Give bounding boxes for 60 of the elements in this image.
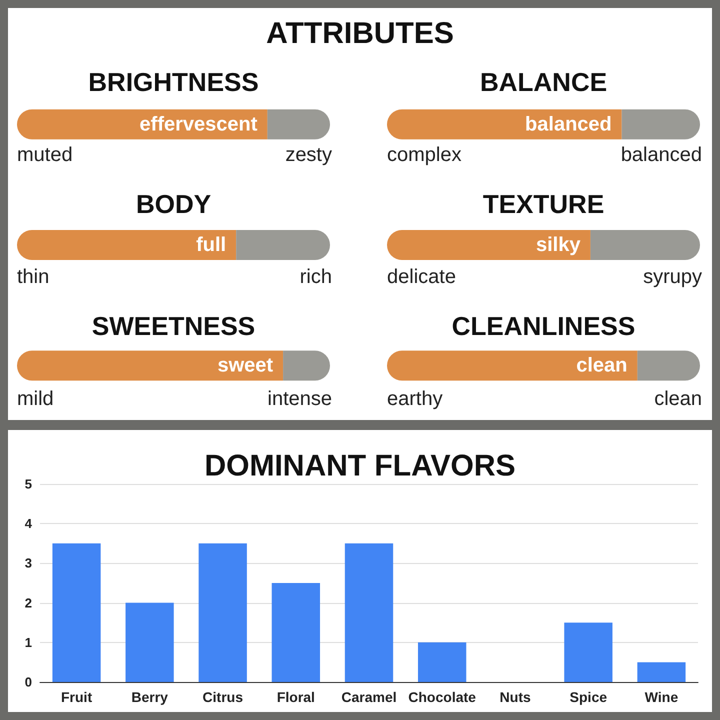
bar: [283, 350, 330, 381]
bar: [267, 109, 330, 140]
x-tick-label: Chocolate: [408, 689, 476, 705]
bar: [17, 230, 236, 260]
bar: [17, 350, 284, 381]
y-tick-label: 2: [24, 595, 32, 610]
annotation: silky: [536, 234, 582, 256]
x-tick-label: Nuts: [500, 689, 531, 705]
bar: [637, 350, 700, 381]
bar: [564, 622, 612, 682]
annotation: clean: [576, 354, 628, 377]
annotation: balanced: [525, 113, 612, 136]
bar: [622, 109, 700, 140]
annotation: thin: [17, 266, 50, 288]
bar: [637, 662, 686, 682]
y-tick-label: 5: [24, 476, 32, 492]
annotation: complex: [387, 144, 462, 166]
y-tick-label: 1: [24, 634, 32, 650]
x-tick-label: Fruit: [61, 689, 92, 705]
y-tick-label: 3: [24, 556, 32, 571]
bar: [418, 642, 466, 682]
y-tick-label: 4: [24, 516, 33, 532]
x-tick-label: Citrus: [202, 689, 244, 705]
y-tick-label: TEXTURE: [482, 189, 604, 219]
annotation: muted: [17, 144, 73, 166]
annotation: mild: [17, 388, 54, 410]
x-tick-label: Caramel: [341, 689, 397, 705]
bar: [272, 583, 320, 682]
text: ATTRIBUTES: [265, 16, 455, 52]
bar: [198, 543, 247, 682]
annotation: balanced: [620, 144, 702, 166]
bar: [52, 543, 101, 682]
bar: [126, 602, 174, 682]
chart-title: DOMINANT FLAVORS: [204, 450, 516, 482]
y-tick-label: BODY: [136, 189, 212, 219]
x-tick-label: Floral: [276, 689, 315, 705]
y-tick-label: BRIGHTNESS: [88, 67, 259, 97]
bar: [387, 230, 590, 260]
annotation: zesty: [285, 144, 332, 166]
annotation: intense: [268, 388, 332, 410]
x-tick-label: Berry: [131, 689, 168, 705]
annotation: effervescent: [140, 113, 258, 136]
y-tick-label: BALANCE: [480, 67, 608, 97]
bar: [236, 230, 330, 260]
y-tick-label: SWEETNESS: [92, 311, 256, 341]
annotation: clean: [654, 388, 702, 410]
y-tick-label: 0: [24, 674, 32, 690]
annotation: full: [196, 234, 226, 256]
bar: [387, 350, 638, 381]
x-tick-label: Wine: [644, 689, 678, 705]
bar: [387, 109, 622, 140]
annotation: delicate: [387, 266, 456, 288]
annotation: syrupy: [643, 266, 702, 288]
annotation: rich: [300, 266, 332, 288]
y-tick-label: CLEANLINESS: [452, 311, 636, 341]
annotation: sweet: [217, 354, 274, 377]
annotation: earthy: [387, 388, 443, 410]
bar: [344, 543, 394, 682]
x-tick-label: Spice: [570, 689, 608, 705]
bar: [590, 230, 700, 260]
